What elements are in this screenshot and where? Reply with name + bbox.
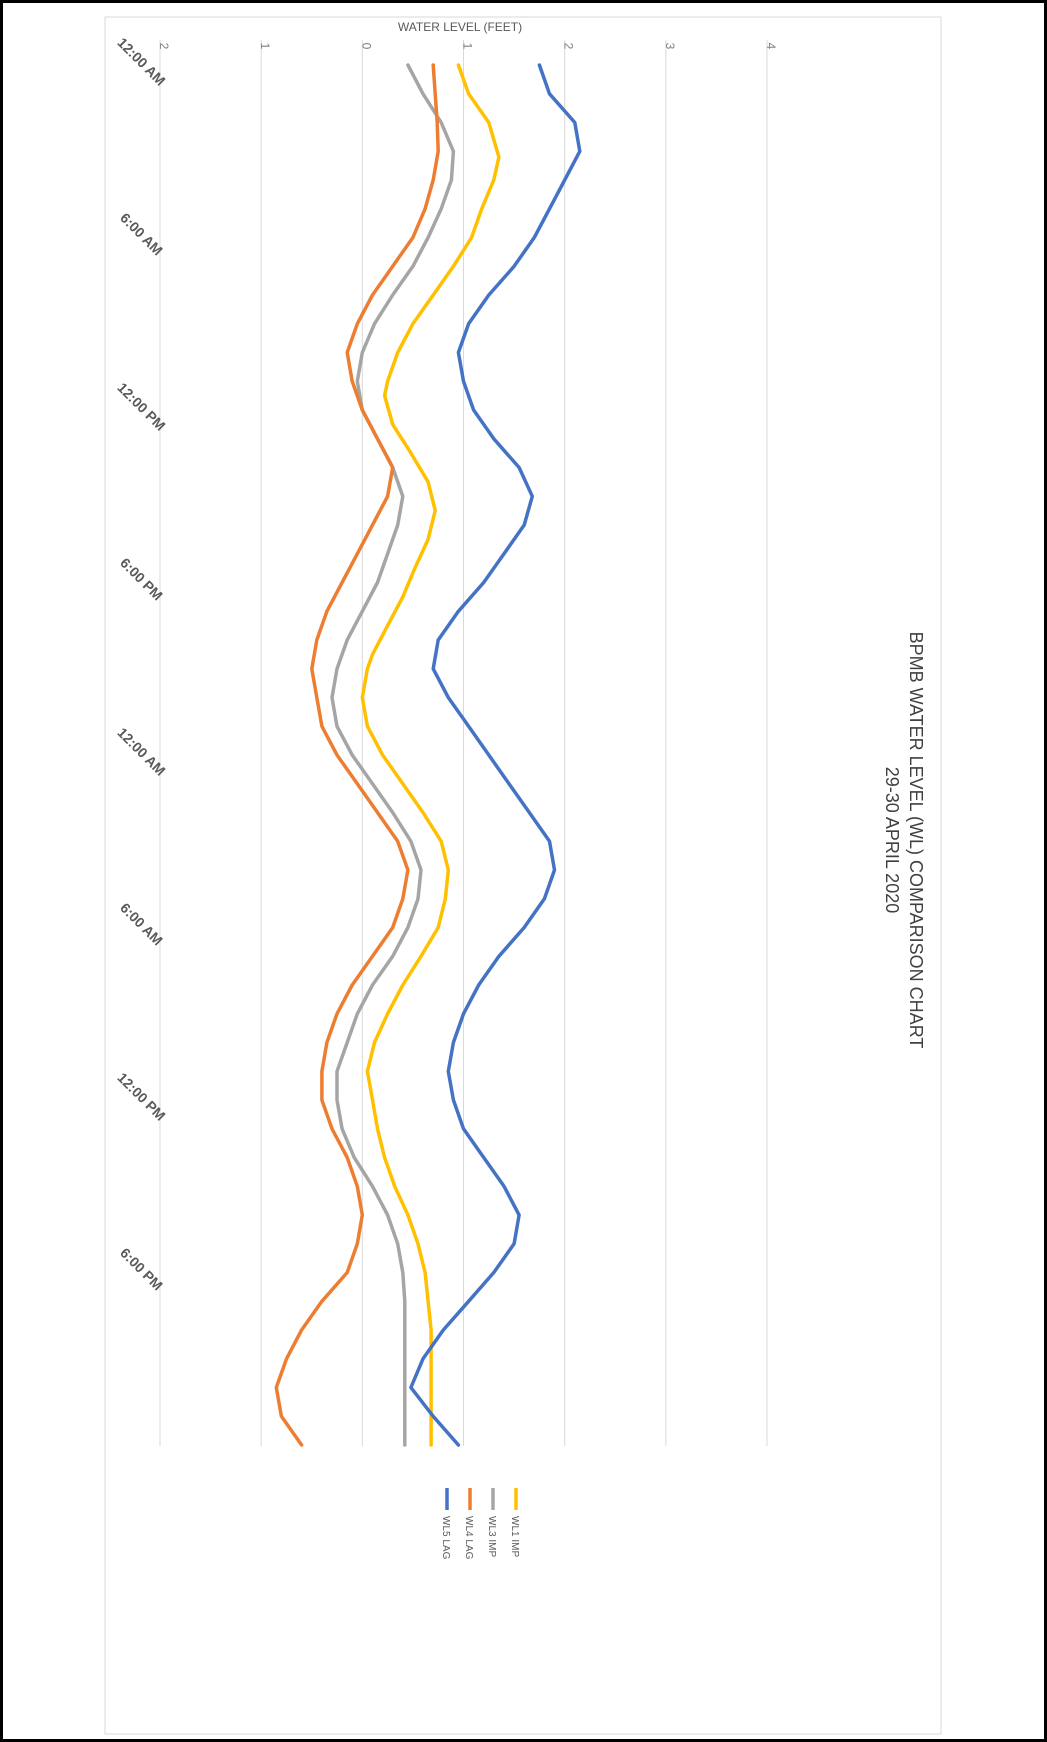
legend: WL5 LAG WL4 LAG WL3 IMP WL1 IMP <box>440 1488 520 1560</box>
legend-item-wl5-lag: WL5 LAG <box>440 1488 451 1560</box>
legend-label: WL4 LAG <box>463 1516 474 1560</box>
series-line-wl5-lag <box>409 63 582 1447</box>
x-tick-label: 12:00 PM <box>114 379 168 433</box>
y-tick-label: 1 <box>461 43 475 50</box>
x-tick-label: 6:00 PM <box>117 1245 166 1294</box>
x-tick-label: 6:00 PM <box>117 555 166 604</box>
chart-title: BPMB WATER LEVEL (WL) COMPARISON CHART <box>906 632 926 1049</box>
y-tick-label: 1 <box>258 43 272 50</box>
chart-area-border <box>104 16 942 1735</box>
legend-item-wl3-imp: WL3 IMP <box>486 1488 497 1557</box>
legend-item-wl1-imp: WL1 IMP <box>509 1488 520 1557</box>
y-tick-labels: 2 1 0 1 2 3 4 <box>157 43 778 50</box>
series-line-wl3-imp <box>330 63 456 1447</box>
y-tick-label: 4 <box>764 43 778 50</box>
legend-label: WL5 LAG <box>440 1516 451 1560</box>
x-tick-label: 6:00 AM <box>117 900 166 949</box>
legend-label: WL1 IMP <box>509 1516 520 1557</box>
x-tick-label: 6:00 AM <box>117 210 166 259</box>
series-line-wl1-imp <box>360 63 501 1447</box>
y-axis-title: WATER LEVEL (FEET) <box>398 20 522 34</box>
y-tick-label: 3 <box>663 43 677 50</box>
legend-item-wl4-lag: WL4 LAG <box>463 1488 474 1560</box>
x-tick-label: 12:00 AM <box>114 724 168 778</box>
series-lines <box>274 63 582 1447</box>
chart-title-group: BPMB WATER LEVEL (WL) COMPARISON CHART 2… <box>882 632 926 1049</box>
y-tick-label: 0 <box>359 43 373 50</box>
x-tick-label: 12:00 PM <box>114 1069 168 1123</box>
chart-subtitle: 29-30 APRIL 2020 <box>882 767 902 913</box>
legend-label: WL3 IMP <box>486 1516 497 1557</box>
y-tick-label: 2 <box>562 43 576 50</box>
y-tick-label: 2 <box>157 43 171 50</box>
series-line-wl4-lag <box>274 63 440 1447</box>
